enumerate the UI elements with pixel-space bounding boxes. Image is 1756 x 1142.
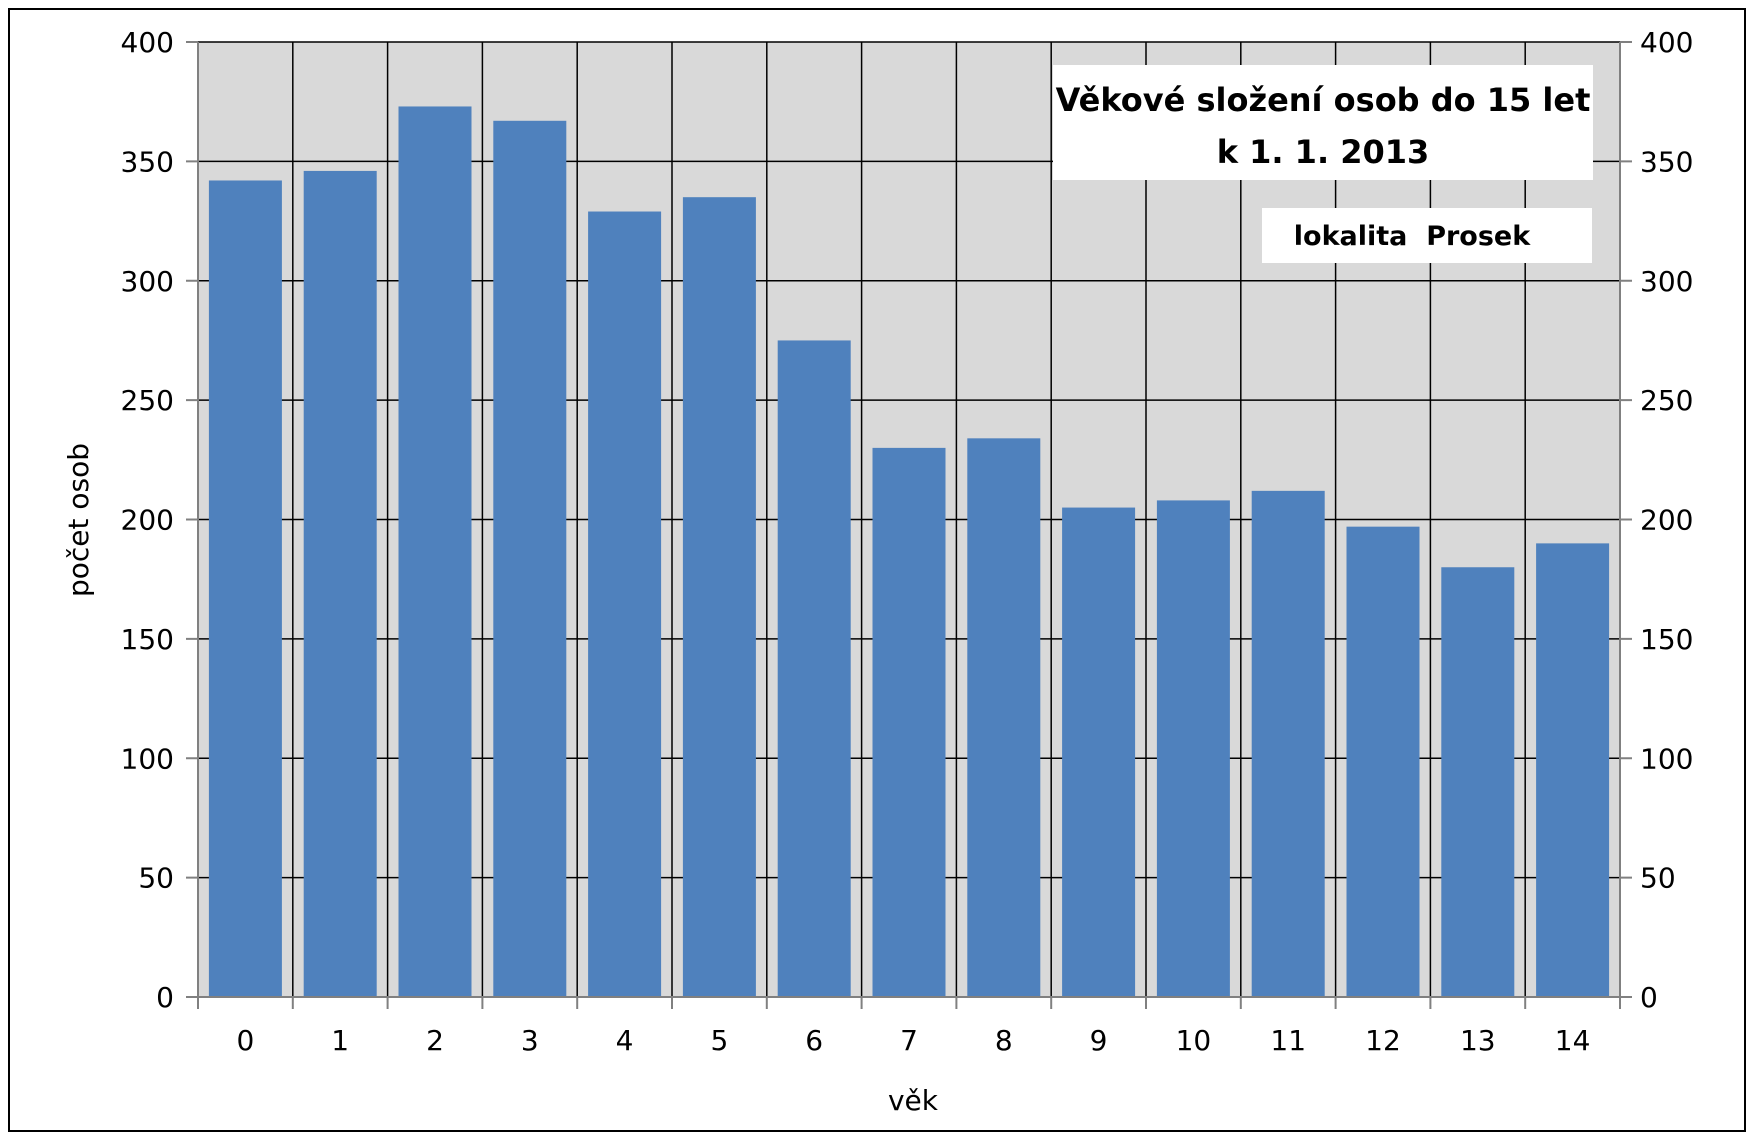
subtitle-box: lokalita Prosek [1262, 208, 1592, 263]
y-tick-label-left: 300 [121, 265, 174, 298]
y-tick-label-left: 200 [121, 504, 174, 537]
y-tick-label-left: 350 [121, 145, 174, 178]
x-tick-label: 12 [1365, 1024, 1401, 1057]
bar-4 [588, 211, 662, 997]
x-tick-label: 11 [1270, 1024, 1306, 1057]
subtitle-box-background [1262, 208, 1592, 263]
bar-2 [398, 106, 472, 997]
x-tick-label: 14 [1555, 1024, 1591, 1057]
bar-13 [1441, 567, 1515, 997]
x-tick-label: 6 [805, 1024, 823, 1057]
x-tick-label: 3 [521, 1024, 539, 1057]
bar-14 [1536, 543, 1610, 997]
y-tick-label-right: 50 [1640, 862, 1676, 895]
x-tick-label: 1 [331, 1024, 349, 1057]
bar-11 [1251, 490, 1325, 997]
x-tick-label: 9 [1090, 1024, 1108, 1057]
x-tick-label: 2 [426, 1024, 444, 1057]
x-tick-label: 13 [1460, 1024, 1496, 1057]
x-tick-label: 0 [236, 1024, 254, 1057]
bar-8 [967, 438, 1041, 997]
bar-1 [303, 170, 377, 998]
x-axis-label: věk [888, 1084, 939, 1117]
x-tick-label: 7 [900, 1024, 918, 1057]
y-tick-label-right: 250 [1640, 384, 1693, 417]
y-tick-label-right: 200 [1640, 504, 1693, 537]
x-tick-label: 4 [616, 1024, 634, 1057]
y-tick-label-right: 400 [1640, 26, 1693, 59]
chart-subtitle: lokalita Prosek [1294, 221, 1531, 252]
y-tick-label-right: 100 [1640, 742, 1693, 775]
y-tick-label-right: 0 [1640, 981, 1658, 1014]
y-tick-label-left: 250 [121, 384, 174, 417]
y-tick-label-left: 100 [121, 742, 174, 775]
y-tick-label-left: 150 [121, 623, 174, 656]
bar-0 [208, 180, 282, 998]
bar-12 [1346, 526, 1420, 997]
x-tick-label: 8 [995, 1024, 1013, 1057]
y-tick-label-left: 50 [138, 862, 174, 895]
bar-7 [872, 447, 946, 997]
bars [208, 106, 1610, 998]
bar-6 [777, 340, 851, 997]
chart-title-line1: Věkové složení osob do 15 let [1056, 81, 1591, 119]
chart-title-line2: k 1. 1. 2013 [1217, 133, 1430, 171]
y-axis-label: počet osob [62, 443, 95, 597]
y-tick-label-left: 400 [121, 26, 174, 59]
x-tick-label: 10 [1176, 1024, 1212, 1057]
bar-10 [1156, 500, 1230, 997]
y-tick-label-right: 300 [1640, 265, 1693, 298]
bar-5 [682, 197, 756, 997]
y-tick-label-right: 150 [1640, 623, 1693, 656]
y-tick-label-left: 0 [156, 981, 174, 1014]
title-box-background [1053, 65, 1593, 180]
bar-3 [493, 120, 567, 998]
y-tick-label-right: 350 [1640, 145, 1693, 178]
x-tick-label: 5 [710, 1024, 728, 1057]
title-box: Věkové složení osob do 15 let k 1. 1. 20… [1053, 65, 1593, 180]
bar-9 [1062, 507, 1136, 997]
